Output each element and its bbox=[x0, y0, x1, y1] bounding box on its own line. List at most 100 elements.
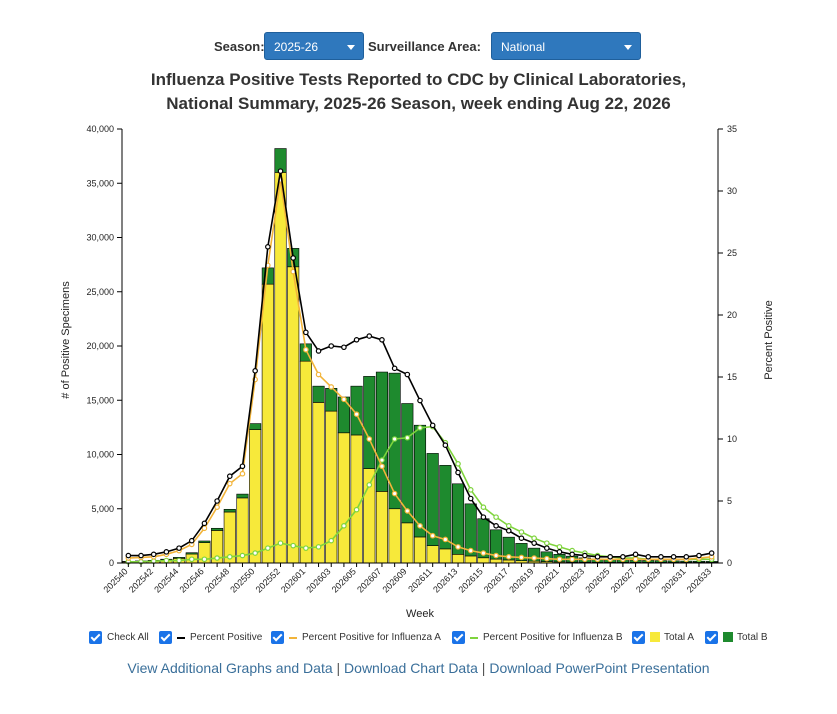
point-percent-positive bbox=[176, 545, 182, 551]
point-percent-positive bbox=[493, 522, 499, 529]
checkbox-icon[interactable] bbox=[705, 631, 718, 644]
season-select-value: 2025-26 bbox=[274, 40, 319, 54]
y-tick-label: 5,000 bbox=[91, 504, 114, 514]
point-percent-positive bbox=[391, 365, 398, 372]
point-percent-positive-a bbox=[569, 556, 575, 563]
checkbox-icon[interactable] bbox=[89, 631, 102, 644]
checkbox-icon[interactable] bbox=[271, 631, 284, 644]
point-percent-positive-b bbox=[201, 556, 208, 563]
point-percent-positive-b bbox=[328, 537, 335, 544]
bar-total-b bbox=[236, 493, 249, 499]
point-percent-positive-a bbox=[544, 555, 550, 562]
point-percent-positive-b bbox=[163, 557, 170, 564]
x-tick-label: 202605 bbox=[330, 566, 358, 594]
legend-label: Total A bbox=[664, 632, 695, 643]
point-percent-positive bbox=[518, 535, 525, 542]
x-tick-label: 202629 bbox=[634, 566, 662, 594]
point-percent-positive-a bbox=[379, 463, 385, 470]
point-percent-positive-a bbox=[391, 490, 398, 497]
x-tick-label: 202540 bbox=[101, 566, 129, 594]
x-tick-label: 202619 bbox=[507, 566, 535, 594]
bar-total-a bbox=[337, 432, 350, 564]
bar-total-b bbox=[375, 371, 388, 492]
point-percent-positive-a bbox=[518, 554, 525, 561]
point-percent-positive-a bbox=[417, 522, 423, 529]
point-percent-positive bbox=[188, 537, 195, 544]
point-percent-positive-b bbox=[505, 522, 512, 529]
chart-plot: 0 5,000 10,000 15,000 20,000 25,000 30,000 35,0… bbox=[60, 124, 775, 620]
download-chart-data-link[interactable]: Download Chart Data bbox=[344, 660, 478, 676]
point-percent-positive-a bbox=[442, 536, 449, 543]
point-percent-positive bbox=[265, 244, 271, 250]
bar-total-b bbox=[185, 552, 198, 555]
point-percent-positive bbox=[556, 549, 563, 555]
y2-tick-label: 20 bbox=[727, 310, 737, 320]
y-tick-label: 30,000 bbox=[86, 233, 114, 243]
point-percent-positive-b bbox=[239, 552, 246, 559]
y-tick-label: 35,000 bbox=[86, 178, 114, 188]
bar-total-b bbox=[490, 529, 503, 560]
x-tick-label: 202544 bbox=[152, 566, 180, 594]
y2-tick-label: 30 bbox=[727, 186, 737, 196]
legend-label: Percent Positive bbox=[190, 632, 263, 643]
bars-layer bbox=[122, 148, 718, 564]
bar-total-b bbox=[515, 543, 528, 562]
bar-total-b bbox=[426, 453, 439, 546]
point-percent-positive bbox=[163, 549, 170, 555]
point-percent-positive-a bbox=[353, 411, 360, 418]
x-axis-title: Week bbox=[406, 608, 434, 620]
point-percent-positive-b bbox=[467, 487, 474, 493]
point-percent-positive-b bbox=[176, 557, 182, 564]
x-tick-label: 202611 bbox=[406, 566, 434, 594]
bar-total-b bbox=[198, 540, 211, 543]
bar-total-a bbox=[261, 283, 274, 564]
point-percent-positive bbox=[696, 552, 702, 559]
additional-graphs-link[interactable]: View Additional Graphs and Data bbox=[127, 660, 333, 676]
surveillance-area-select[interactable]: National bbox=[491, 32, 641, 60]
point-percent-positive bbox=[138, 552, 144, 559]
legend-label: Percent Positive for Influenza B bbox=[483, 632, 623, 643]
checkbox-icon[interactable] bbox=[159, 631, 172, 644]
bar-total-b bbox=[502, 536, 515, 561]
download-powerpoint-link[interactable]: Download PowerPoint Presentation bbox=[489, 660, 710, 676]
bar-total-a bbox=[299, 360, 312, 564]
bar-total-b bbox=[223, 508, 236, 513]
bar-total-a bbox=[490, 558, 503, 564]
point-percent-positive bbox=[582, 552, 588, 559]
point-percent-positive bbox=[620, 553, 626, 560]
x-tick-label: 202613 bbox=[431, 566, 459, 594]
x-tick-label: 202542 bbox=[127, 566, 155, 594]
surveillance-area-select-value: National bbox=[501, 40, 546, 54]
point-percent-positive bbox=[670, 553, 677, 560]
point-percent-positive-a bbox=[239, 470, 246, 477]
point-percent-positive-b bbox=[315, 544, 322, 550]
point-percent-positive bbox=[632, 551, 639, 558]
point-percent-positive bbox=[658, 553, 664, 560]
point-percent-positive-b bbox=[290, 542, 296, 549]
point-percent-positive bbox=[252, 367, 258, 374]
square-swatch-icon bbox=[650, 632, 660, 642]
checkbox-icon[interactable] bbox=[632, 631, 645, 644]
point-percent-positive bbox=[277, 168, 284, 174]
x-tick-label: 202609 bbox=[380, 566, 408, 594]
season-select[interactable]: 2025-26 bbox=[264, 32, 364, 60]
bar-total-b bbox=[312, 385, 325, 403]
point-percent-positive-b bbox=[277, 540, 284, 546]
point-percent-positive-a bbox=[214, 504, 220, 511]
point-percent-positive-b bbox=[544, 540, 550, 546]
point-percent-positive-a bbox=[455, 544, 461, 550]
point-percent-positive bbox=[290, 255, 296, 261]
point-percent-positive-a bbox=[467, 547, 474, 554]
point-percent-positive-b bbox=[353, 506, 360, 513]
point-percent-positive bbox=[455, 469, 461, 476]
y2-tick-label: 35 bbox=[727, 124, 737, 134]
line-swatch-icon bbox=[470, 637, 478, 639]
point-percent-positive bbox=[214, 498, 220, 504]
point-percent-positive bbox=[366, 333, 373, 339]
point-percent-positive-a bbox=[315, 371, 322, 378]
point-percent-positive bbox=[328, 343, 335, 349]
checkbox-icon[interactable] bbox=[452, 631, 465, 644]
y-tick-label: 0 bbox=[109, 558, 114, 568]
chevron-down-icon bbox=[624, 45, 632, 50]
point-percent-positive-b bbox=[265, 545, 271, 551]
